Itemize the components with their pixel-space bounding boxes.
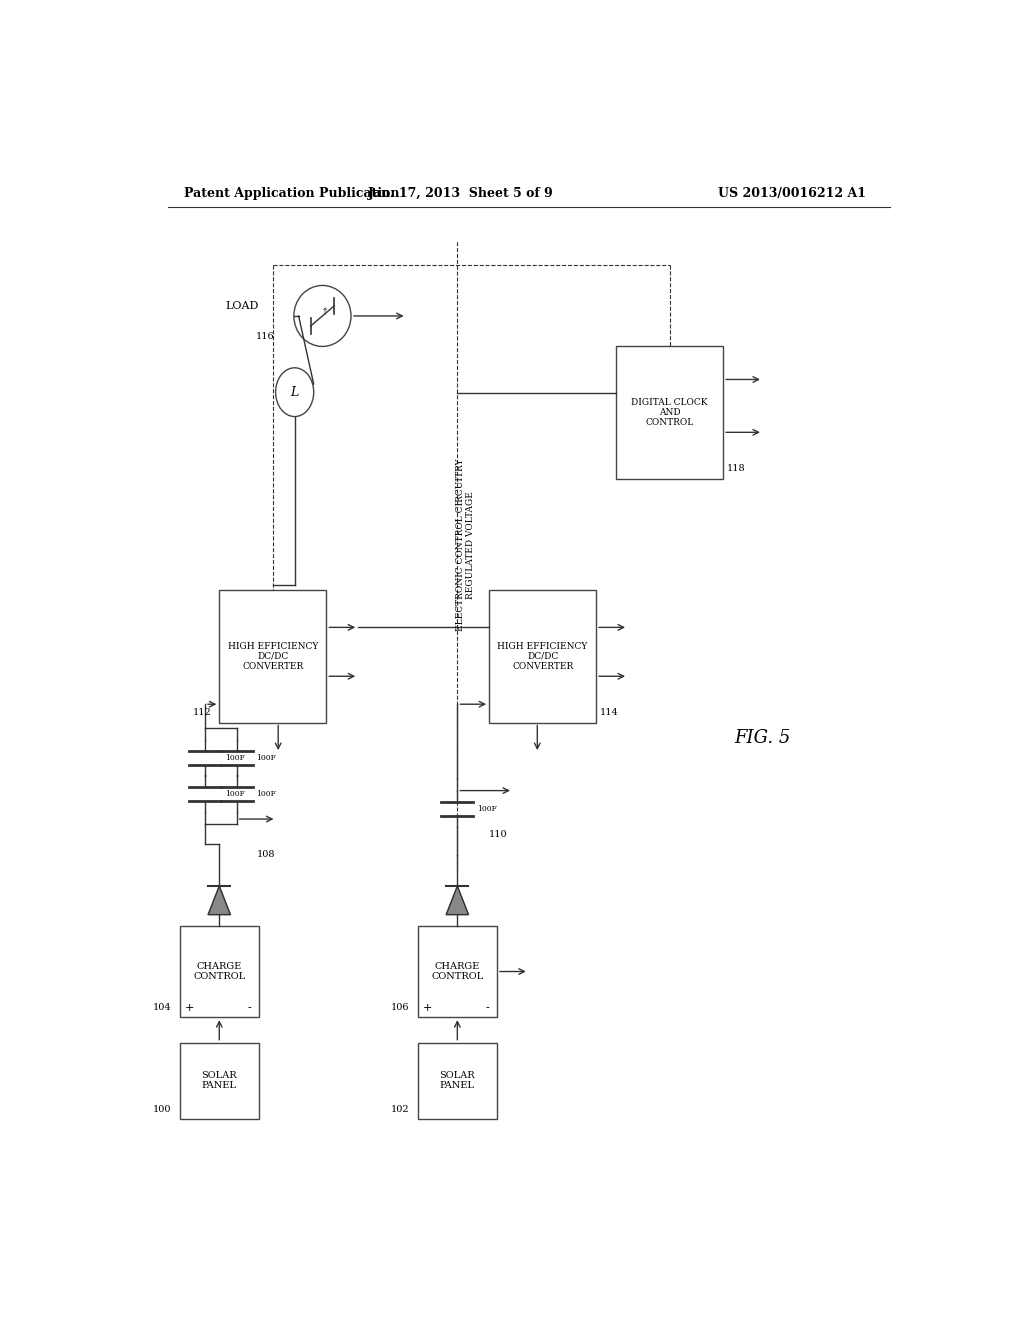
Bar [179,925,259,1018]
Text: $\uparrow$: $\uparrow$ [319,305,329,317]
Text: 110: 110 [489,830,508,838]
Text: 114: 114 [600,709,618,718]
Text: HIGH EFFICIENCY
DC/DC
CONVERTER: HIGH EFFICIENCY DC/DC CONVERTER [227,642,318,672]
Circle shape [275,368,313,417]
Bar [219,590,327,722]
Text: +: + [423,1003,432,1014]
Text: 100F: 100F [257,754,276,762]
Text: 108: 108 [257,850,275,859]
Text: Patent Application Publication: Patent Application Publication [183,187,399,201]
Text: -: - [248,1003,251,1014]
Bar [418,925,497,1018]
Text: -: - [485,1003,489,1014]
Text: HIGH EFFICIENCY
DC/DC
CONVERTER: HIGH EFFICIENCY DC/DC CONVERTER [498,642,588,672]
Text: SOLAR
PANEL: SOLAR PANEL [439,1071,475,1090]
Text: 118: 118 [727,465,745,474]
Text: +: + [184,1003,194,1014]
Text: 102: 102 [391,1105,410,1114]
Text: FIG. 5: FIG. 5 [734,729,792,747]
Polygon shape [446,886,468,915]
Bar [179,1043,259,1119]
Bar [489,590,596,722]
Text: 106: 106 [391,1003,410,1012]
Polygon shape [208,886,230,915]
Text: L: L [291,385,299,399]
Text: CHARGE
CONTROL: CHARGE CONTROL [431,962,483,981]
Text: DIGITAL CLOCK
AND
CONTROL: DIGITAL CLOCK AND CONTROL [632,397,708,428]
Bar [418,1043,497,1119]
Text: 100: 100 [154,1105,172,1114]
Text: 100F: 100F [225,789,245,797]
Text: 100F: 100F [225,754,245,762]
Ellipse shape [294,285,351,346]
Text: LOAD: LOAD [225,301,259,310]
Text: SOLAR
PANEL: SOLAR PANEL [202,1071,238,1090]
Text: CHARGE
CONTROL: CHARGE CONTROL [194,962,246,981]
Text: 100F: 100F [477,805,497,813]
Text: 104: 104 [153,1003,172,1012]
Text: 116: 116 [256,331,274,341]
Bar [616,346,723,479]
Text: ELECTRONIC CONTROL CIRCUITRY
REGULATED VOLTAGE: ELECTRONIC CONTROL CIRCUITRY REGULATED V… [456,458,475,631]
Text: US 2013/0016212 A1: US 2013/0016212 A1 [718,187,866,201]
Text: 100F: 100F [257,789,276,797]
Text: Jan. 17, 2013  Sheet 5 of 9: Jan. 17, 2013 Sheet 5 of 9 [369,187,554,201]
Text: 112: 112 [193,709,211,718]
